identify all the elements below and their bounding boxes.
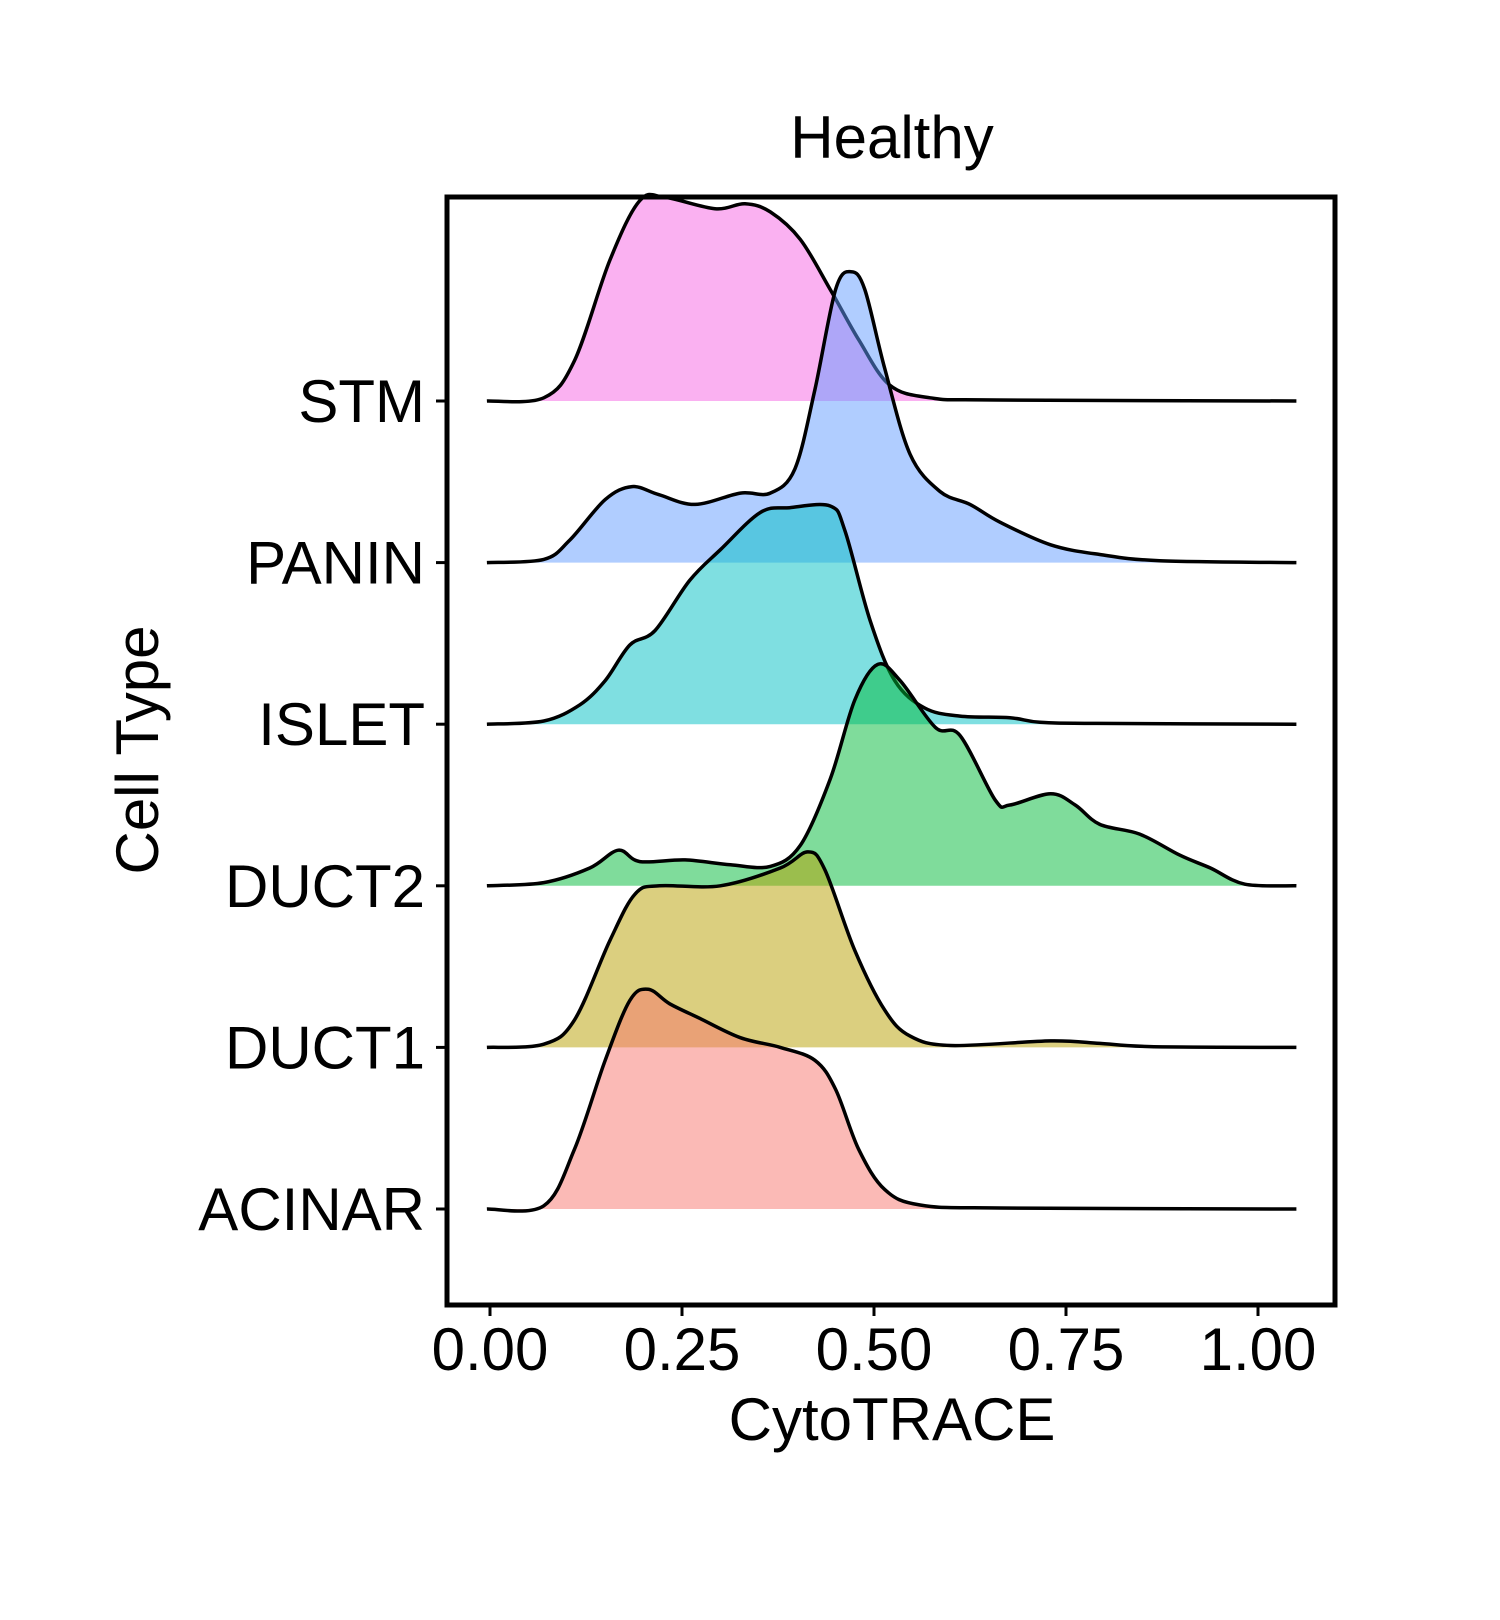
ridge-line	[486, 850, 1297, 1050]
ridge-fill	[486, 194, 1297, 402]
ridge-duct1	[486, 850, 1297, 1050]
y-axis: STM PANIN ISLET DUCT2 DUCT1 ACINAR	[198, 368, 447, 1243]
ridge-line	[486, 987, 1297, 1213]
ridges	[486, 192, 1297, 1213]
y-tick-label: ACINAR	[198, 1176, 425, 1243]
x-tick-label: 0.75	[1008, 1316, 1125, 1383]
y-tick-label: ISLET	[258, 691, 425, 758]
x-tick-label: 0.50	[816, 1316, 933, 1383]
ridge-line	[486, 192, 1297, 404]
y-tick-label: STM	[298, 368, 425, 435]
ridge-fill	[486, 663, 1297, 886]
ridge-acinar	[486, 987, 1297, 1213]
plot-frame	[444, 194, 1338, 1308]
ridge-line	[486, 662, 1297, 888]
x-tick-label: 1.00	[1200, 1316, 1317, 1383]
chart-title: Healthy	[790, 104, 993, 171]
ridge-fill	[486, 504, 1297, 725]
x-tick-label: 0.00	[432, 1316, 549, 1383]
ridge-fill	[486, 271, 1297, 563]
ridge-islet	[486, 502, 1297, 726]
ridge-line	[486, 502, 1297, 726]
x-axis-label: CytoTRACE	[729, 1386, 1056, 1453]
ridge-fill	[486, 989, 1297, 1212]
ridge-panin	[486, 269, 1297, 565]
x-tick-label: 0.25	[624, 1316, 741, 1383]
y-tick-label: PANIN	[246, 530, 425, 597]
ridge-stm	[486, 192, 1297, 404]
ridge-duct2	[486, 662, 1297, 888]
ridge-fill	[486, 851, 1297, 1048]
ridge-line	[486, 269, 1297, 565]
y-tick-label: DUCT2	[225, 853, 425, 920]
y-axis-label: Cell Type	[104, 625, 171, 874]
x-axis: 0.00 0.25 0.50 0.75 1.00	[432, 1305, 1317, 1383]
y-tick-label: DUCT1	[225, 1014, 425, 1081]
